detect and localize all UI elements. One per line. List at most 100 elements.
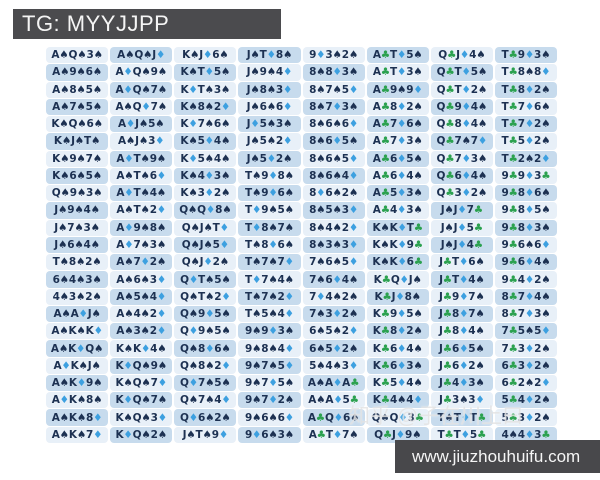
hand-cell: 8 ♠ 6 ♠ 5 ♦	[302, 150, 365, 167]
hand-cell: T ♣ 8 ♦ 2 ♠	[494, 81, 557, 98]
hand-cell: 8 ♠ 7 ♦ 3 ♠	[302, 98, 365, 116]
hand-cell: Q ♠ Q ♦ 3 ♣	[366, 409, 429, 426]
hand-cell: A ♠ T ♠ 6 ♦	[110, 167, 173, 185]
hand-cell: Q ♠ Q ♦ 8 ♠	[174, 202, 237, 219]
hand-cell: 6 ♣ 3 ♦ 2 ♠	[494, 357, 557, 374]
hand-cell: A ♠ A ♦ 5 ♣	[302, 392, 365, 409]
hand-cell: 7 ♠ 6 ♠ 5 ♦	[302, 254, 365, 271]
hand-cell: K ♣ J ♦ 8 ♠	[366, 288, 429, 305]
hand-cell: 8 ♠ 6 ♠ 4 ♦	[302, 167, 365, 185]
hand-cell: 9 ♠ 8 ♠ 4 ♦	[238, 340, 301, 357]
hand-cell: Q ♦ 6 ♠ 2 ♠	[174, 409, 237, 426]
hand-cell: A ♠ Q ♠ J ♦	[110, 47, 173, 64]
hand-cell: 8 ♠ 8 ♦ 3 ♠	[302, 64, 365, 81]
hand-cell: K ♠ K ♦ 6 ♣	[366, 254, 429, 271]
hand-cell: 8 ♠ 5 ♠ 3 ♦	[302, 202, 365, 219]
hand-cell: A ♠ K ♠ 8 ♦	[46, 409, 109, 426]
hand-cell: A ♣ T ♦ 3 ♠	[366, 64, 429, 81]
hand-cell: A ♠ 3 ♠ 2 ♦	[110, 323, 173, 340]
hand-cell: K ♦ 5 ♠ 4 ♠	[174, 150, 237, 167]
hand-cell: Q ♣ 6 ♦ 4 ♠	[430, 167, 493, 185]
hand-cell: J ♠ 8 ♠ 3 ♦	[238, 81, 301, 98]
hand-cell: J ♠ 5 ♠ 2 ♦	[238, 133, 301, 150]
hand-cell: A ♠ 8 ♠ 5 ♠	[46, 81, 109, 98]
hand-cell: 4 ♠ 4 ♦ 3 ♣	[494, 426, 557, 443]
hand-cell: J ♣ T ♦ 6 ♠	[430, 254, 493, 271]
hand-cell: 9 ♣ 8 ♦ 5 ♠	[494, 202, 557, 219]
hand-cell: K ♦ 7 ♠ 6 ♠	[174, 116, 237, 133]
hand-cell: A ♦ 7 ♠ 3 ♠	[110, 236, 173, 254]
hand-cell: K ♠ 9 ♠ 7 ♠	[46, 150, 109, 167]
hand-cell: 7 ♦ 4 ♠ 2 ♠	[302, 288, 365, 305]
hand-cell: Q ♠ J ♠ T ♦	[174, 219, 237, 236]
hand-cell: J ♣ T ♦ 4 ♠	[430, 271, 493, 288]
hand-cell: T ♠ T ♦ T ♣	[430, 409, 493, 426]
hand-cell: 6 ♠ 5 ♠ 2 ♦	[302, 323, 365, 340]
hand-cell: A ♣ 6 ♦ 5 ♠	[366, 150, 429, 167]
hand-cell: K ♠ 6 ♠ 5 ♠	[46, 167, 109, 185]
hand-cell: T ♣ 9 ♦ 3 ♠	[494, 47, 557, 64]
hand-cell: K ♠ Q ♠ 7 ♦	[110, 374, 173, 392]
hand-cell: A ♠ K ♦ Q ♠	[46, 340, 109, 357]
hand-cell: A ♠ 4 ♠ 2 ♦	[110, 305, 173, 323]
hand-cell: A ♠ A ♦ J ♠	[46, 305, 109, 323]
hand-cell: K ♠ 5 ♦ 4 ♠	[174, 133, 237, 150]
hand-cell: J ♠ 9 ♠ 4 ♠	[46, 202, 109, 219]
hand-cell: A ♣ Q ♦ 6 ♠	[302, 409, 365, 426]
hand-cell: J ♣ 9 ♦ 7 ♠	[430, 288, 493, 305]
hand-cell: Q ♣ 7 ♠ 7 ♦	[430, 133, 493, 150]
hand-cell: A ♣ 4 ♦ 3 ♠	[366, 202, 429, 219]
hand-cell: A ♣ 6 ♦ 4 ♠	[366, 167, 429, 185]
hand-cell: A ♣ T ♦ 5 ♠	[366, 47, 429, 64]
footer-bar: www.jiuzhouhuifu.com	[395, 440, 600, 473]
hand-cell: A ♠ 7 ♦ 2 ♠	[110, 254, 173, 271]
site-url: www.jiuzhouhuifu.com	[412, 446, 581, 466]
hand-cell: 9 ♠ 7 ♠ 5 ♦	[238, 357, 301, 374]
hand-cell: A ♠ 6 ♠ 3 ♦	[110, 271, 173, 288]
hand-cell: Q ♠ 8 ♦ 6 ♠	[174, 340, 237, 357]
hand-cell: Q ♠ 7 ♠ 4 ♦	[174, 392, 237, 409]
hand-cell: K ♣ 9 ♦ 5 ♠	[366, 305, 429, 323]
hand-cell: J ♣ 6 ♦ 2 ♠	[430, 357, 493, 374]
hand-cell: J ♠ J ♦ 5 ♣	[430, 219, 493, 236]
hand-cell: J ♠ 7 ♠ 3 ♠	[46, 219, 109, 236]
hand-cell: J ♣ 8 ♦ 7 ♠	[430, 305, 493, 323]
hand-cell: T ♠ 8 ♠ 2 ♠	[46, 254, 109, 271]
hand-cell: K ♣ 4 ♠ 4 ♦	[366, 392, 429, 409]
hand-cell: A ♣ 8 ♦ 2 ♠	[366, 98, 429, 116]
hand-cell: A ♣ 7 ♦ 3 ♠	[366, 133, 429, 150]
hand-cell: 8 ♦ 6 ♠ 2 ♠	[302, 185, 365, 202]
hand-cell: 4 ♠ 3 ♠ 2 ♠	[46, 288, 109, 305]
zhihu-watermark: 知乎 @子在川上曰	[349, 405, 524, 428]
hand-cell: A ♠ J ♠ 3 ♦	[110, 133, 173, 150]
hand-cell: A ♠ 9 ♠ 6 ♠	[46, 64, 109, 81]
hand-cell: J ♦ 5 ♠ 3 ♠	[238, 116, 301, 133]
hand-cell: 7 ♣ 3 ♦ 2 ♠	[494, 340, 557, 357]
hand-cell: Q ♣ T ♦ 2 ♠	[430, 81, 493, 98]
hand-cell: A ♠ K ♦ 9 ♠	[46, 374, 109, 392]
hand-cell: K ♣ 6 ♦ 4 ♠	[366, 340, 429, 357]
hand-cell: A ♦ 9 ♠ 8 ♠	[110, 219, 173, 236]
hand-cell: K ♦ T ♠ 3 ♠	[174, 81, 237, 98]
hand-cell: 5 ♣ 4 ♦ 2 ♠	[494, 392, 557, 409]
hand-cell: 8 ♠ 6 ♦ 5 ♠	[302, 133, 365, 150]
hand-cell: A ♦ T ♠ 4 ♠	[110, 185, 173, 202]
hand-cell: 9 ♣ 4 ♦ 2 ♠	[494, 271, 557, 288]
hand-cell: J ♣ 4 ♦ 3 ♠	[430, 374, 493, 392]
hand-cell: T ♠ 8 ♦ 6 ♠	[238, 236, 301, 254]
hand-cell: 9 ♠ 7 ♦ 5 ♠	[238, 374, 301, 392]
hand-cell: Q ♣ 8 ♦ 4 ♠	[430, 116, 493, 133]
hand-cell: T ♣ 2 ♠ 2 ♦	[494, 150, 557, 167]
hand-cell: 7 ♠ 6 ♦ 4 ♠	[302, 271, 365, 288]
hand-cell: Q ♦ 9 ♠ 5 ♠	[174, 323, 237, 340]
hand-cell: K ♠ J ♦ 6 ♠	[174, 47, 237, 64]
hand-cell: T ♦ 9 ♠ 5 ♠	[238, 202, 301, 219]
hand-cell: Q ♣ J ♦ 9 ♠	[366, 426, 429, 443]
hand-cell: 8 ♠ 4 ♠ 2 ♦	[302, 219, 365, 236]
hand-cell: A ♣ 7 ♦ 6 ♠	[366, 116, 429, 133]
hand-cell: T ♠ 5 ♠ 4 ♦	[238, 305, 301, 323]
hand-cell: A ♠ 7 ♠ 5 ♠	[46, 98, 109, 116]
hand-cell: A ♠ T ♠ 2 ♦	[110, 202, 173, 219]
hand-cell: 9 ♣ 8 ♦ 3 ♠	[494, 219, 557, 236]
hand-cell: 9 ♣ 9 ♦ 3 ♣	[494, 167, 557, 185]
